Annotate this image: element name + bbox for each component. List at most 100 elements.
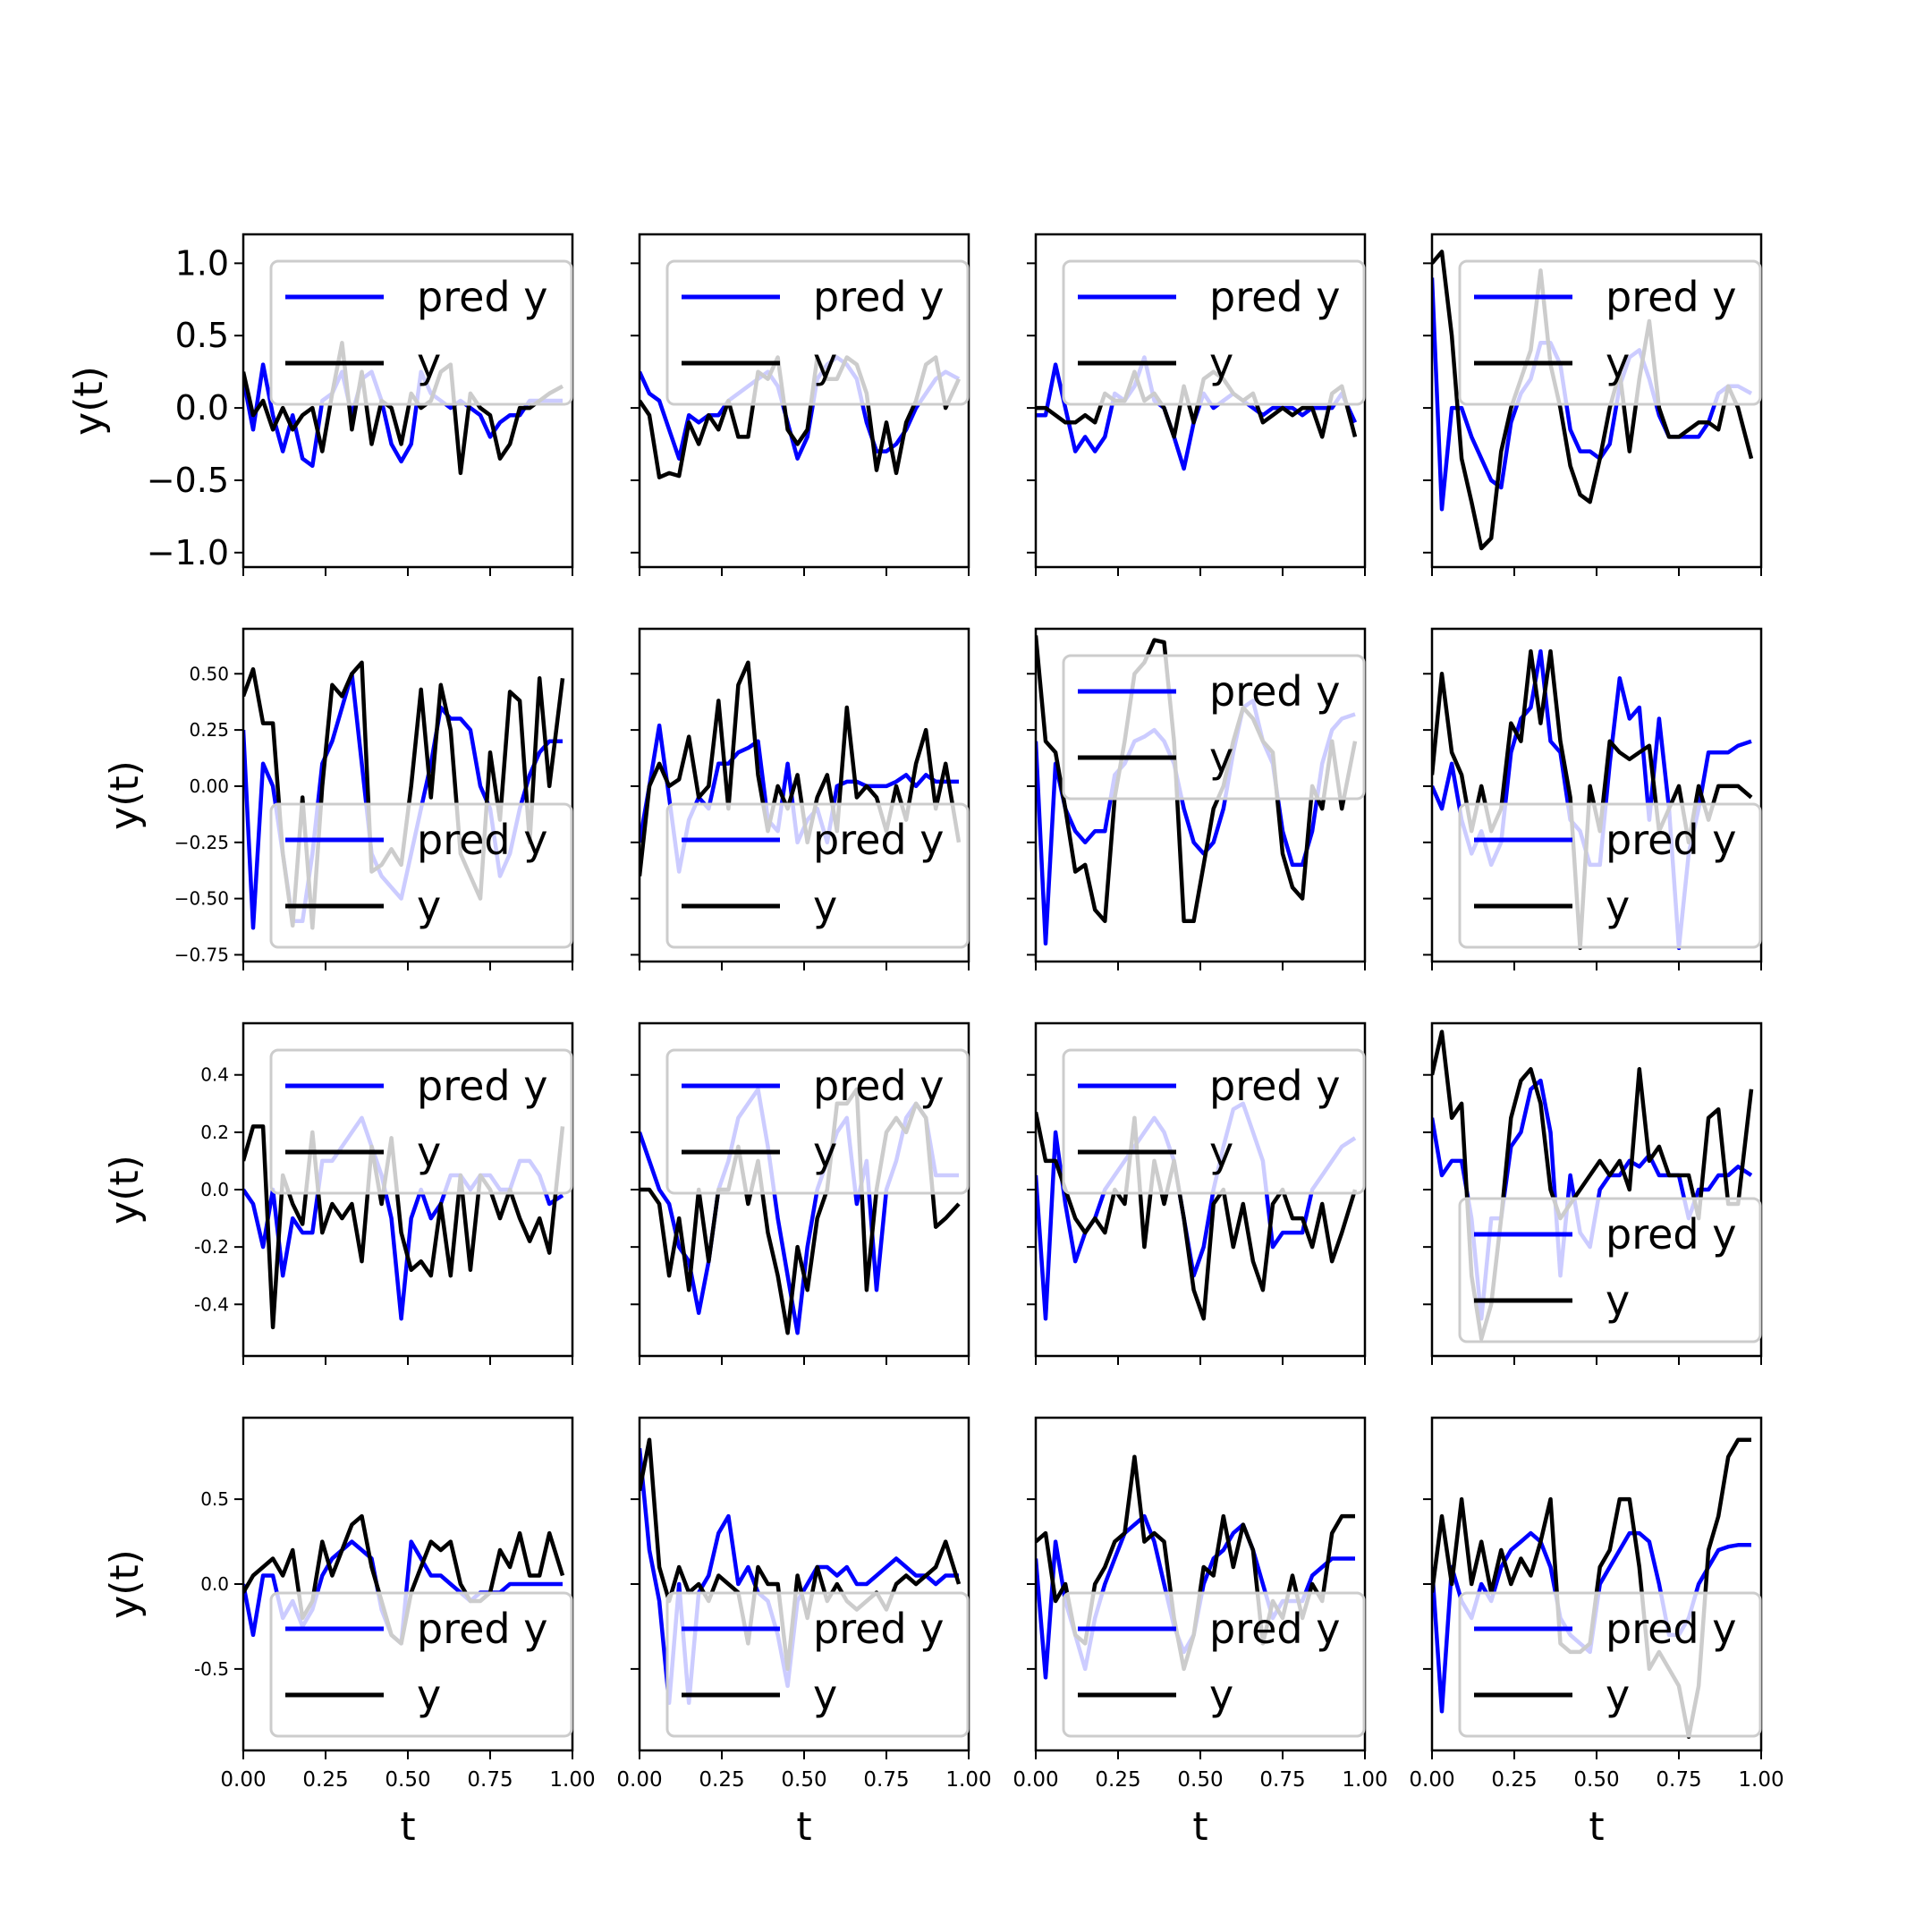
legend: pred y y — [1062, 1591, 1366, 1738]
axes-frame — [242, 1416, 574, 1752]
subplot-r1-c1: pred y y — [631, 627, 970, 970]
legend-pred-y-label: pred y — [1606, 816, 1736, 864]
y-tick-label: 0.00 — [189, 775, 229, 797]
subplot-r0-c2: pred y y — [1027, 233, 1367, 576]
legend-pred-y-label: pred y — [813, 1062, 944, 1110]
legend-y-label: y — [813, 1671, 837, 1719]
legend: pred y y — [1062, 654, 1366, 801]
legend-y-label: y — [1209, 339, 1233, 387]
legend-pred-y-label: pred y — [813, 273, 944, 321]
axes-frame — [1430, 233, 1763, 569]
y-tick-label: 0.0 — [200, 1179, 229, 1200]
y-tick-label: −0.75 — [174, 944, 229, 965]
y-tick-label: 0.0 — [175, 388, 229, 428]
legend-pred-y-label: pred y — [813, 1605, 944, 1653]
legend-y-label: y — [1606, 339, 1630, 387]
x-tick-label: 0.00 — [220, 1768, 266, 1792]
axes-frame — [1034, 1021, 1367, 1358]
axes-frame — [638, 1021, 970, 1358]
legend-y-label: y — [1209, 1128, 1233, 1176]
subplot-r1-c2: pred y y — [1027, 627, 1367, 970]
y-line — [1036, 369, 1358, 439]
x-tick-label: 0.50 — [781, 1768, 826, 1792]
legend: pred y y — [665, 802, 970, 949]
y-axis-label: y(t) — [66, 366, 112, 436]
y-line — [640, 1437, 962, 1672]
x-tick-label: 0.75 — [863, 1768, 909, 1792]
y-tick-label: 0.4 — [200, 1064, 229, 1086]
subplot-r2-c1: pred y y — [631, 1021, 970, 1365]
subplot-r1-c0: −0.75 −0.50 −0.25 0.00 0.25 0.50 y(t) pred y y — [102, 627, 574, 970]
x-tick-label: 1.00 — [1738, 1768, 1784, 1792]
legend-pred-y-label: pred y — [1606, 1605, 1736, 1653]
axes-frame — [638, 1416, 970, 1752]
subplot-r3-c0: 0.00 0.25 0.50 0.75 1.00 t -0.5 0.0 0.5 y(t) pred … — [102, 1416, 596, 1850]
subplot-r2-c2: pred y y — [1027, 1021, 1367, 1365]
series-group — [1036, 355, 1358, 471]
axes-frame — [638, 233, 970, 569]
legend-pred-y-label: pred y — [1606, 273, 1736, 321]
y-tick-label: 1.0 — [175, 243, 229, 283]
legend-y-label: y — [417, 1671, 441, 1719]
subplot-r2-c3: pred y y — [1423, 1021, 1763, 1365]
series-group — [243, 341, 564, 476]
subplot-r0-c0: −1.0 −0.5 0.0 0.5 1.0 y(t) pred y y — [66, 233, 574, 576]
x-tick-label: 0.25 — [1095, 1768, 1140, 1792]
legend-pred-y-label: pred y — [1209, 1605, 1340, 1653]
axes-frame — [1430, 1021, 1763, 1358]
series-group — [1432, 250, 1754, 551]
y-axis-label: y(t) — [102, 1549, 148, 1619]
legend-y-label: y — [1209, 733, 1233, 782]
y-tick-label: 0.5 — [175, 316, 229, 355]
subplot-r3-c1: 0.00 0.25 0.50 0.75 1.00 t pred y y — [616, 1416, 992, 1850]
y-tick-label: -0.2 — [194, 1236, 229, 1258]
subplot-r0-c1: pred y y — [631, 233, 970, 576]
legend-y-label: y — [1606, 882, 1630, 930]
subplot-r0-c3: pred y y — [1423, 233, 1763, 576]
axes-frame — [242, 627, 574, 963]
legend-pred-y-label: pred y — [1209, 667, 1340, 716]
legend-y-label: y — [417, 1128, 441, 1176]
legend: pred y y — [269, 259, 573, 406]
legend: pred y y — [269, 1591, 573, 1738]
y-tick-label: 0.2 — [200, 1122, 229, 1143]
legend-y-label: y — [1606, 1671, 1630, 1719]
legend-pred-y-label: pred y — [417, 1062, 547, 1110]
legend: pred y y — [269, 802, 573, 949]
x-axis-label: t — [400, 1804, 415, 1850]
series-group — [640, 355, 962, 479]
x-tick-label: 0.00 — [1409, 1768, 1454, 1792]
legend-pred-y-label: pred y — [417, 273, 547, 321]
y-tick-label: -0.4 — [194, 1293, 229, 1315]
x-axis-label: t — [796, 1804, 811, 1850]
y-tick-label: −0.50 — [174, 888, 229, 910]
legend: pred y y — [1458, 802, 1762, 949]
y-line — [1036, 635, 1358, 924]
legend-pred-y-label: pred y — [1606, 1210, 1736, 1258]
subplot-r2-c0: -0.4 -0.2 0.0 0.2 0.4 y(t) pred y y — [102, 1021, 574, 1365]
x-tick-label: 1.00 — [945, 1768, 991, 1792]
axes-frame — [1034, 233, 1367, 569]
legend-y-label: y — [1606, 1276, 1630, 1325]
y-tick-label: 0.0 — [200, 1573, 229, 1595]
pred-y-line — [1036, 699, 1356, 946]
legend: pred y y — [269, 1048, 573, 1195]
axes-frame — [1034, 1416, 1367, 1752]
legend: pred y y — [665, 259, 970, 406]
y-tick-label: 0.25 — [189, 719, 229, 741]
y-line — [640, 355, 962, 479]
x-tick-label: 0.75 — [1259, 1768, 1305, 1792]
x-axis-label: t — [1589, 1804, 1604, 1850]
legend: pred y y — [1062, 1048, 1366, 1195]
y-tick-label: −0.5 — [147, 461, 229, 500]
y-line — [243, 1124, 565, 1330]
legend-y-label: y — [813, 339, 837, 387]
legend-pred-y-label: pred y — [813, 816, 944, 864]
legend: pred y y — [1458, 1197, 1762, 1343]
x-axis-label: t — [1192, 1804, 1208, 1850]
x-tick-label: 0.75 — [467, 1768, 513, 1792]
subplot-r3-c3: 0.00 0.25 0.50 0.75 1.00 t pred y y — [1409, 1416, 1784, 1850]
legend: pred y y — [1458, 259, 1762, 406]
axes-frame — [242, 1021, 574, 1358]
